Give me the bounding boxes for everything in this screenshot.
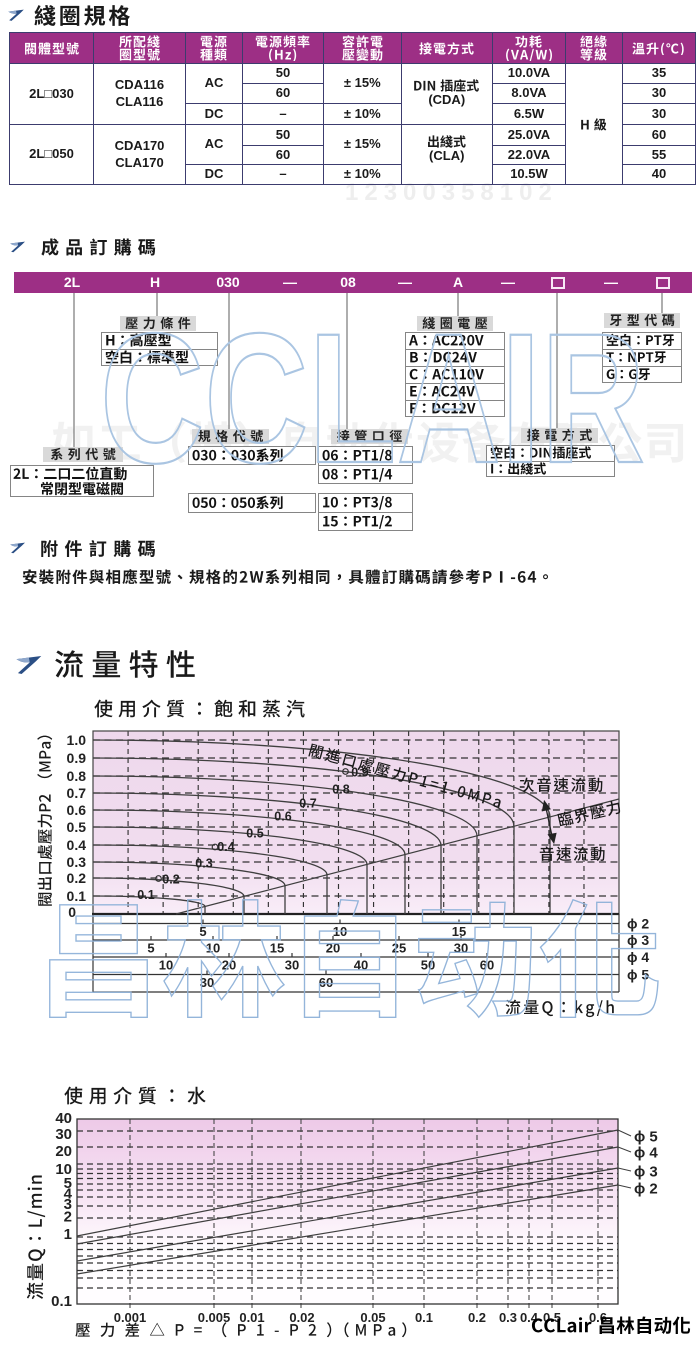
svg-text:0.005: 0.005 — [198, 1310, 231, 1325]
svg-text:0: 0 — [68, 904, 76, 920]
svg-text:0.01: 0.01 — [239, 1310, 264, 1325]
svg-text:10: 10 — [55, 1161, 72, 1178]
svg-text:30: 30 — [55, 1126, 72, 1143]
svg-text:30: 30 — [285, 958, 299, 973]
svg-text:30: 30 — [454, 941, 468, 956]
svg-text:0.8: 0.8 — [67, 768, 87, 784]
svg-text:0.001: 0.001 — [114, 1310, 147, 1325]
svg-text:ϕ 2: ϕ 2 — [627, 916, 649, 932]
svg-text:ϕ 4: ϕ 4 — [627, 949, 649, 965]
svg-text:0.3: 0.3 — [67, 854, 87, 870]
svg-text:0.2: 0.2 — [468, 1310, 486, 1325]
svg-text:0.6: 0.6 — [67, 802, 87, 818]
svg-text:10: 10 — [159, 958, 173, 973]
svg-text:0.2: 0.2 — [67, 870, 87, 886]
svg-text:0.4: 0.4 — [67, 837, 87, 853]
svg-text:0.3: 0.3 — [195, 857, 212, 871]
svg-text:5: 5 — [64, 1175, 72, 1192]
svg-text:0.9: 0.9 — [67, 750, 87, 766]
svg-text:1.0: 1.0 — [67, 732, 87, 748]
svg-text:4: 4 — [64, 1186, 73, 1203]
svg-text:5: 5 — [199, 924, 206, 939]
svg-text:ϕ 3: ϕ 3 — [634, 1164, 658, 1181]
svg-text:0.1: 0.1 — [415, 1310, 433, 1325]
svg-text:1: 1 — [64, 1226, 72, 1243]
svg-text:60: 60 — [319, 975, 333, 990]
svg-text:40: 40 — [55, 1110, 72, 1127]
svg-text:20: 20 — [55, 1143, 72, 1160]
svg-text:15: 15 — [270, 941, 284, 956]
svg-text:CCLAIR: CCLAIR — [100, 296, 645, 502]
svg-text:25: 25 — [392, 941, 406, 956]
svg-text:0.1: 0.1 — [51, 1293, 72, 1310]
svg-text:60: 60 — [480, 958, 494, 973]
svg-text:40: 40 — [354, 958, 368, 973]
svg-text:ϕ 4: ϕ 4 — [634, 1145, 658, 1162]
svg-text:0.6: 0.6 — [274, 810, 291, 824]
svg-text:0.3: 0.3 — [499, 1310, 517, 1325]
svg-text:0.1: 0.1 — [137, 888, 154, 902]
svg-text:0.8: 0.8 — [332, 783, 349, 797]
svg-text:30: 30 — [200, 975, 214, 990]
svg-text:ϕ 3: ϕ 3 — [627, 932, 649, 948]
svg-text:10: 10 — [206, 941, 220, 956]
svg-text:0.2: 0.2 — [162, 873, 179, 887]
svg-text:0.5: 0.5 — [246, 827, 263, 841]
svg-text:ϕ 5: ϕ 5 — [627, 967, 649, 983]
svg-text:ϕ 2: ϕ 2 — [634, 1181, 658, 1198]
svg-text:50: 50 — [421, 958, 435, 973]
svg-text:0.5: 0.5 — [67, 819, 87, 835]
svg-text:0.4: 0.4 — [217, 840, 234, 854]
svg-text:15: 15 — [452, 924, 466, 939]
svg-text:3: 3 — [64, 1196, 72, 1213]
svg-text:0.02: 0.02 — [289, 1310, 314, 1325]
svg-text:2: 2 — [64, 1209, 72, 1226]
svg-text:20: 20 — [326, 941, 340, 956]
svg-text:ϕ 5: ϕ 5 — [634, 1129, 658, 1146]
svg-text:0.7: 0.7 — [299, 797, 316, 811]
svg-text:0.4: 0.4 — [520, 1310, 539, 1325]
svg-text:0.05: 0.05 — [360, 1310, 385, 1325]
svg-text:5: 5 — [147, 941, 154, 956]
svg-text:0.1: 0.1 — [67, 888, 87, 904]
svg-text:0.7: 0.7 — [67, 785, 87, 801]
svg-text:0.9: 0.9 — [351, 766, 368, 780]
